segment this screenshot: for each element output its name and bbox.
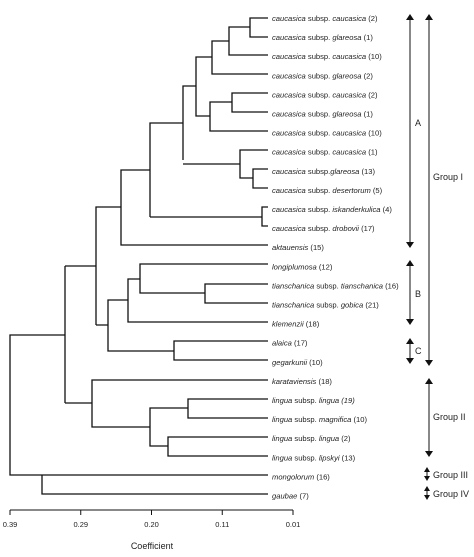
group-1-label: Group I bbox=[433, 172, 463, 182]
axis-tick-label: 0.20 bbox=[144, 520, 159, 529]
subgroup-b-label: B bbox=[415, 289, 421, 299]
bracket-group-1: Group I bbox=[425, 14, 463, 366]
leaf-label: caucasica subsp. caucasica (2) bbox=[272, 90, 378, 99]
subgroup-a-label: A bbox=[415, 118, 421, 128]
group-3-label: Group III bbox=[433, 470, 468, 480]
branch-c1 bbox=[173, 340, 268, 361]
leaf-label: caucasica subsp. caucasica (10) bbox=[272, 129, 382, 138]
leaf-label: aktauensis (15) bbox=[272, 243, 324, 252]
bracket-a: A bbox=[406, 14, 421, 248]
leaf-label: alaica (17) bbox=[272, 339, 308, 348]
leaf-labels: caucasica subsp. caucasica (2) caucasica … bbox=[272, 14, 399, 501]
leaf-label: karataviensis (18) bbox=[272, 377, 332, 386]
branch-b1 bbox=[127, 263, 268, 323]
leaf-label: lingua subsp. lingua (19) bbox=[272, 396, 355, 405]
leaf-label: caucasica subsp. caucasica (2) bbox=[272, 14, 378, 23]
branch-a6 bbox=[120, 169, 268, 246]
leaf-label: tianschanica subsp. gobica (21) bbox=[272, 301, 379, 310]
leaf-label: klemenzii (18) bbox=[272, 320, 320, 329]
leaf-label: caucasica subsp. drobovii (17) bbox=[272, 224, 375, 233]
leaf-label: caucasica subsp. glareosa (2) bbox=[272, 71, 373, 80]
branch-a5 bbox=[149, 122, 268, 227]
coefficient-axis: 0.39 0.29 0.20 0.11 0.01 Coefficient bbox=[3, 509, 301, 551]
group-4-label: Group IV bbox=[433, 489, 469, 499]
leaf-label: gaubae (7) bbox=[272, 492, 309, 501]
leaf-label: mongolorum (16) bbox=[272, 472, 330, 481]
leaf-label: longiplumosa (12) bbox=[272, 262, 333, 271]
branch-root bbox=[9, 266, 268, 495]
branch-abc bbox=[65, 206, 121, 325]
branch-g2a bbox=[65, 379, 268, 457]
bracket-group-4: Group IV bbox=[424, 486, 469, 500]
branch-a1 bbox=[211, 17, 268, 75]
axis-tick-label: 0.29 bbox=[73, 520, 88, 529]
axis-tick-label: 0.01 bbox=[286, 520, 301, 529]
axis-label: Coefficient bbox=[131, 541, 174, 551]
bracket-b: B bbox=[406, 260, 421, 325]
leaf-label: caucasica subsp. iskanderkulica (4) bbox=[272, 205, 392, 214]
branch-a2 bbox=[209, 92, 268, 132]
branch-bc bbox=[96, 299, 174, 352]
axis-tick-label: 0.39 bbox=[3, 520, 18, 529]
bracket-group-2: Group II bbox=[425, 378, 466, 457]
axis-tick-label: 0.11 bbox=[215, 520, 229, 529]
leaf-label: lingua subsp. magnifica (10) bbox=[272, 415, 367, 424]
subgroup-c-label: C bbox=[415, 346, 422, 356]
bracket-group-3: Group III bbox=[424, 467, 468, 481]
leaf-label: caucasica subsp. caucasica (1) bbox=[272, 148, 378, 157]
group-2-label: Group II bbox=[433, 412, 466, 422]
branch-a4 bbox=[183, 149, 268, 189]
tree-branches bbox=[9, 17, 268, 495]
leaf-label: lingua subsp. lingua (2) bbox=[272, 434, 351, 443]
leaf-label: caucasica subsp. desertorum (5) bbox=[272, 186, 383, 195]
axis-ticks: 0.39 0.29 0.20 0.11 0.01 bbox=[3, 510, 301, 529]
leaf-label: caucasica subsp. caucasica (10) bbox=[272, 52, 382, 61]
leaf-label: caucasica subsp. glareosa (1) bbox=[272, 33, 373, 42]
leaf-label: gegarkunii (10) bbox=[272, 358, 323, 367]
leaf-label: lingua subsp. lipskyi (13) bbox=[272, 453, 356, 462]
leaf-label: caucasica subsp.glareosa (13) bbox=[272, 167, 375, 176]
bracket-c: C bbox=[406, 338, 422, 364]
branch-a3 bbox=[182, 56, 212, 160]
leaf-label: caucasica subsp. glareosa (1) bbox=[272, 110, 373, 119]
leaf-label: tianschanica subsp. tianschanica (16) bbox=[272, 281, 399, 290]
